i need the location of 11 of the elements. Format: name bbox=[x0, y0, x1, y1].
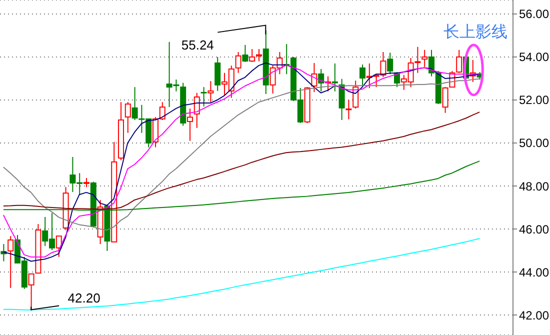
y-tick-label: 44.00 bbox=[519, 265, 550, 280]
y-tick-label: 52.00 bbox=[519, 93, 550, 108]
annotation: 55.24 bbox=[181, 37, 214, 52]
y-tick-label: 50.00 bbox=[519, 136, 550, 150]
y-tick-label: 56.00 bbox=[519, 7, 550, 22]
y-tick-label: 54.00 bbox=[519, 50, 550, 64]
y-tick-label: 42.00 bbox=[519, 308, 550, 322]
annotation: 长上影线 bbox=[444, 22, 508, 41]
y-tick-label: 48.00 bbox=[519, 179, 550, 194]
y-tick-label: 46.00 bbox=[519, 222, 550, 236]
annotation: 42.20 bbox=[68, 290, 100, 306]
